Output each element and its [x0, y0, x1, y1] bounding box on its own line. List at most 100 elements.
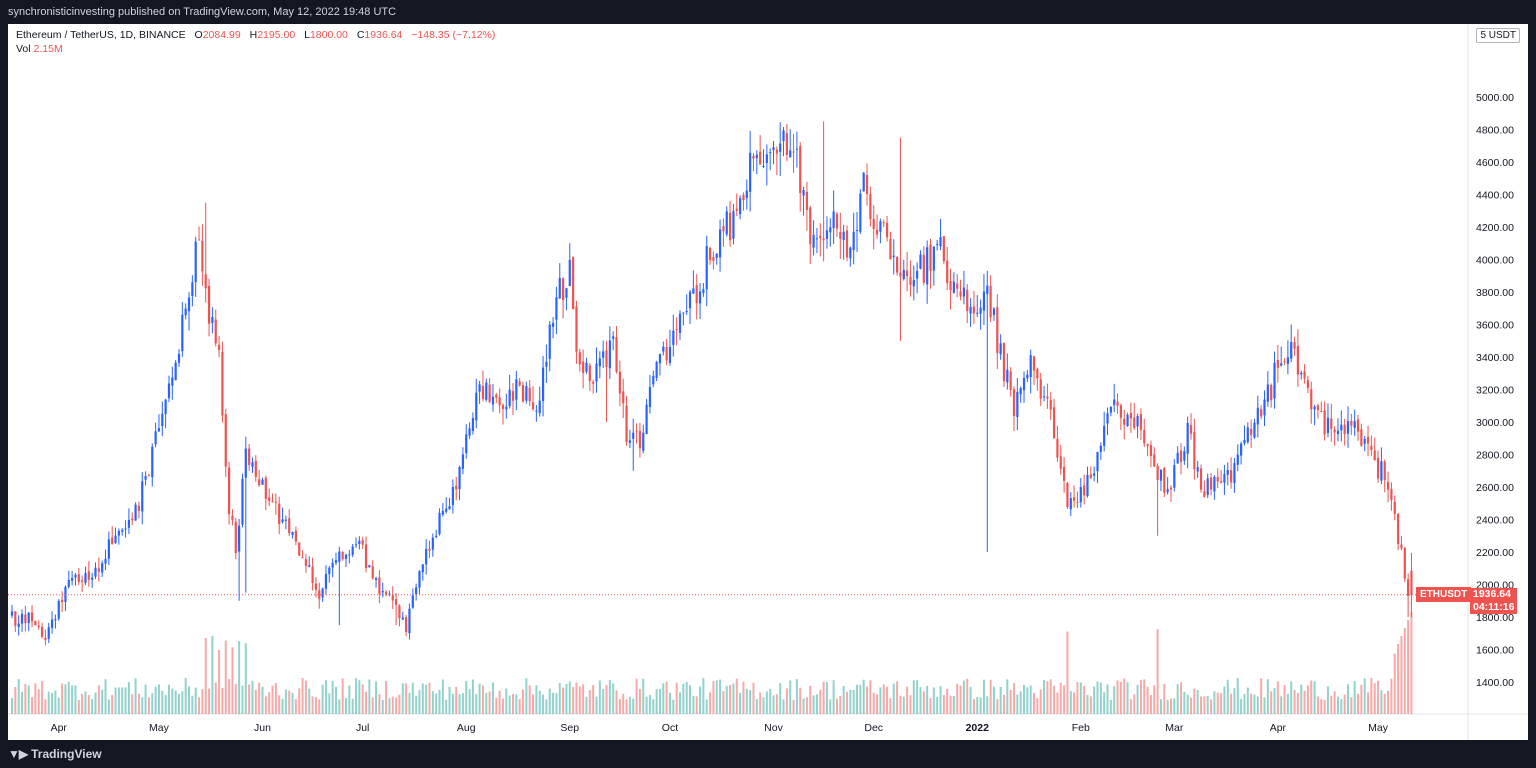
- volume-bar: [458, 694, 461, 714]
- x-tick-label: Aug: [457, 722, 476, 734]
- tradingview-brand[interactable]: ▼▶ TradingView: [8, 747, 102, 761]
- tradingview-logo-icon: ▼▶: [8, 747, 28, 761]
- volume-bar: [1367, 692, 1370, 714]
- volume-bar: [298, 688, 301, 714]
- candle-body: [628, 440, 631, 443]
- legend-volume: 2.15M: [33, 43, 63, 55]
- candle-body: [782, 130, 785, 142]
- volume-bar: [525, 678, 528, 714]
- legend-high-label: H: [249, 29, 258, 41]
- candlestick-chart[interactable]: 1400.001600.001800.002000.002200.002400.…: [8, 24, 1528, 740]
- volume-bar: [986, 696, 989, 714]
- y-tick-label: 4200.00: [1476, 222, 1514, 234]
- volume-bar: [17, 679, 20, 714]
- candle-body: [331, 562, 334, 568]
- volume-bar: [1360, 684, 1363, 714]
- candle-body: [468, 428, 471, 436]
- candle-body: [752, 155, 755, 159]
- currency-selector[interactable]: 5 USDT: [1476, 28, 1520, 43]
- candle-body: [929, 244, 932, 272]
- volume-bar: [1053, 685, 1056, 714]
- chart-legend: Ethereum / TetherUS, 1D, BINANCE O2084.9…: [16, 28, 495, 56]
- volume-bar: [127, 682, 130, 714]
- candle-body: [986, 285, 989, 295]
- candle-body: [228, 467, 231, 515]
- candle-body: [154, 431, 157, 445]
- volume-bar: [665, 681, 668, 714]
- candle-body: [1290, 342, 1293, 359]
- candle-body: [892, 255, 895, 258]
- volume-bar: [1183, 691, 1186, 714]
- candle-body: [431, 537, 434, 550]
- volume-bar: [876, 694, 879, 714]
- volume-bar: [167, 684, 170, 714]
- candle-body: [191, 282, 194, 296]
- candle-body: [729, 212, 732, 240]
- candle-body: [1199, 468, 1203, 490]
- candle-body: [899, 272, 902, 277]
- candle-body: [1240, 443, 1243, 456]
- volume-bar: [481, 685, 484, 714]
- x-tick-label: Sep: [560, 722, 579, 734]
- candle-body: [248, 448, 251, 465]
- candle-body: [1029, 355, 1032, 378]
- volume-bar: [1336, 696, 1339, 714]
- volume-bar: [568, 681, 571, 714]
- volume-bar: [385, 681, 388, 714]
- candle-body: [10, 611, 14, 616]
- volume-bar: [201, 689, 204, 714]
- candle-body: [264, 477, 267, 499]
- y-tick-label: 2800.00: [1476, 450, 1514, 462]
- candle-body: [344, 554, 348, 559]
- candle-body: [922, 254, 925, 283]
- volume-bar: [441, 679, 444, 714]
- volume-bar: [54, 690, 57, 714]
- volume-bar: [1377, 680, 1380, 714]
- candle-body: [932, 246, 935, 271]
- candle-body: [291, 531, 294, 535]
- candle-body: [1260, 409, 1263, 417]
- candle-body: [1250, 428, 1253, 435]
- candle-body: [558, 277, 561, 299]
- volume-bar: [929, 698, 932, 714]
- candle-body: [491, 396, 495, 405]
- volume-bar: [281, 698, 284, 714]
- volume-bar: [421, 683, 424, 714]
- candle-body: [1176, 452, 1179, 464]
- candle-body: [1106, 413, 1109, 424]
- candle-body: [354, 544, 358, 546]
- volume-bar: [926, 685, 929, 714]
- volume-bar: [451, 693, 454, 714]
- volume-bar: [1039, 689, 1042, 714]
- candle-body: [358, 540, 361, 545]
- volume-bar: [1210, 699, 1213, 714]
- candle-body: [104, 558, 107, 564]
- volume-bar: [64, 684, 67, 714]
- volume-bar: [765, 691, 768, 714]
- candle-body: [274, 501, 277, 503]
- candle-body: [61, 599, 64, 603]
- volume-bar: [251, 680, 254, 714]
- candle-body: [946, 260, 949, 284]
- candle-body: [97, 568, 100, 572]
- candle-body: [401, 617, 404, 620]
- candle-body: [151, 446, 154, 478]
- volume-bar: [491, 682, 494, 714]
- volume-bar: [194, 687, 197, 714]
- volume-bar: [248, 684, 251, 714]
- volume-bar: [318, 699, 321, 714]
- volume-bar: [84, 691, 87, 714]
- volume-bar: [1236, 678, 1239, 714]
- chart-area[interactable]: 1400.00 1600.00 1800.00 2000.00 2200.00 2400.…: [8, 24, 1528, 740]
- volume-bar: [361, 684, 364, 714]
- candle-body: [221, 352, 224, 416]
- legend-low-label: L: [304, 29, 310, 41]
- volume-bar: [261, 686, 264, 714]
- volume-bar: [301, 678, 304, 714]
- candle-body: [1253, 422, 1256, 438]
- volume-bar: [134, 678, 137, 714]
- volume-bar: [745, 688, 748, 714]
- volume-bar: [1330, 695, 1333, 714]
- candle-body: [926, 247, 929, 285]
- candle-body: [187, 297, 191, 312]
